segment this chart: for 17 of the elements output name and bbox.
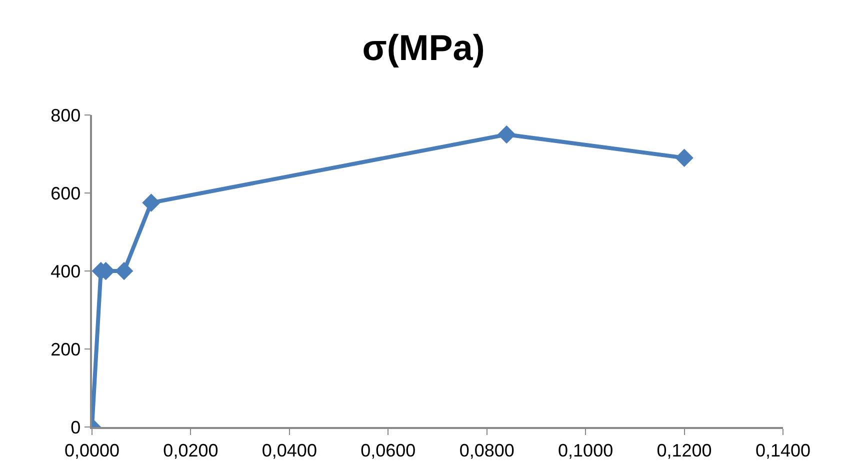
x-tick-label: 0,0600 bbox=[360, 440, 416, 460]
point bbox=[142, 194, 160, 212]
x-tick-label: 0,1200 bbox=[656, 440, 712, 460]
point bbox=[498, 125, 516, 144]
chart-title: σ(MPa) bbox=[362, 26, 485, 68]
x-tick-label: 0,0400 bbox=[262, 440, 317, 460]
x-tick-label: 0,0200 bbox=[163, 440, 218, 460]
point bbox=[675, 148, 694, 167]
y-tick-label: 600 bbox=[50, 183, 81, 204]
x-tick-label: 0,0000 bbox=[64, 440, 120, 460]
y-tick-label: 0 bbox=[70, 417, 81, 438]
x-tick-label: 0,1000 bbox=[558, 440, 614, 460]
y-tick-label: 800 bbox=[50, 105, 81, 126]
x-tick-label: 0,1400 bbox=[755, 440, 811, 460]
y-tick-label: 400 bbox=[50, 261, 81, 282]
x-tick-label: 0,0800 bbox=[459, 440, 514, 460]
y-tick-label: 200 bbox=[50, 339, 81, 360]
